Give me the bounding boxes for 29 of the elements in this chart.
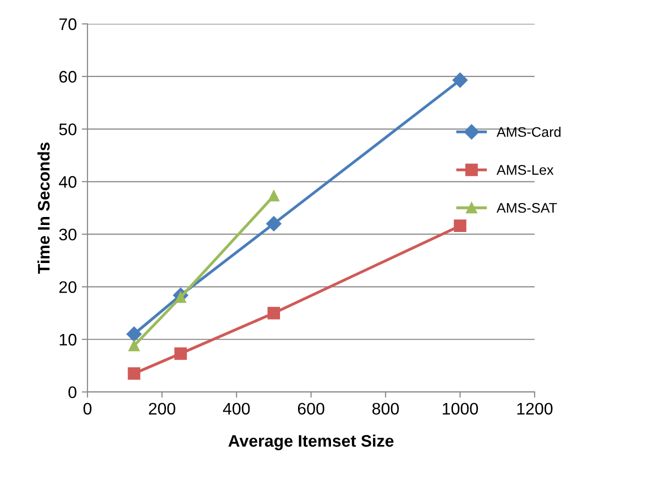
point bbox=[174, 347, 187, 360]
point bbox=[128, 340, 140, 352]
point bbox=[268, 190, 280, 202]
x-tick-label: 1200 bbox=[517, 402, 552, 415]
y-tick-label: 60 bbox=[59, 70, 76, 83]
y-tick-label: 10 bbox=[60, 334, 76, 346]
y-tick-label: 0 bbox=[68, 386, 76, 398]
x-axis-title: Average Itemset Size bbox=[228, 434, 394, 450]
y-tick-label: 40 bbox=[58, 176, 76, 188]
y-axis-title: Time In Seconds bbox=[37, 142, 50, 274]
point bbox=[454, 220, 466, 232]
x-tick-label: 200 bbox=[148, 402, 176, 415]
point bbox=[452, 72, 468, 88]
y-tick-label: 70 bbox=[59, 18, 76, 30]
x-tick-label: 400 bbox=[223, 402, 250, 415]
legend-label: AMS-SAT bbox=[496, 202, 557, 213]
y-tick-label: 30 bbox=[59, 228, 76, 240]
point bbox=[268, 306, 280, 320]
legend-label: AMS-Card bbox=[496, 126, 560, 137]
point bbox=[266, 216, 282, 232]
x-tick-label: 0 bbox=[83, 402, 92, 415]
x-tick-label: 1000 bbox=[442, 402, 478, 415]
x-tick-label: 800 bbox=[372, 402, 399, 415]
point bbox=[128, 367, 140, 380]
y-tick-label: 50 bbox=[59, 123, 76, 136]
x-tick-label: 600 bbox=[298, 402, 324, 415]
point bbox=[126, 326, 142, 342]
legend-label: AMS-Lex bbox=[496, 165, 554, 175]
y-tick-label: 20 bbox=[59, 281, 76, 294]
